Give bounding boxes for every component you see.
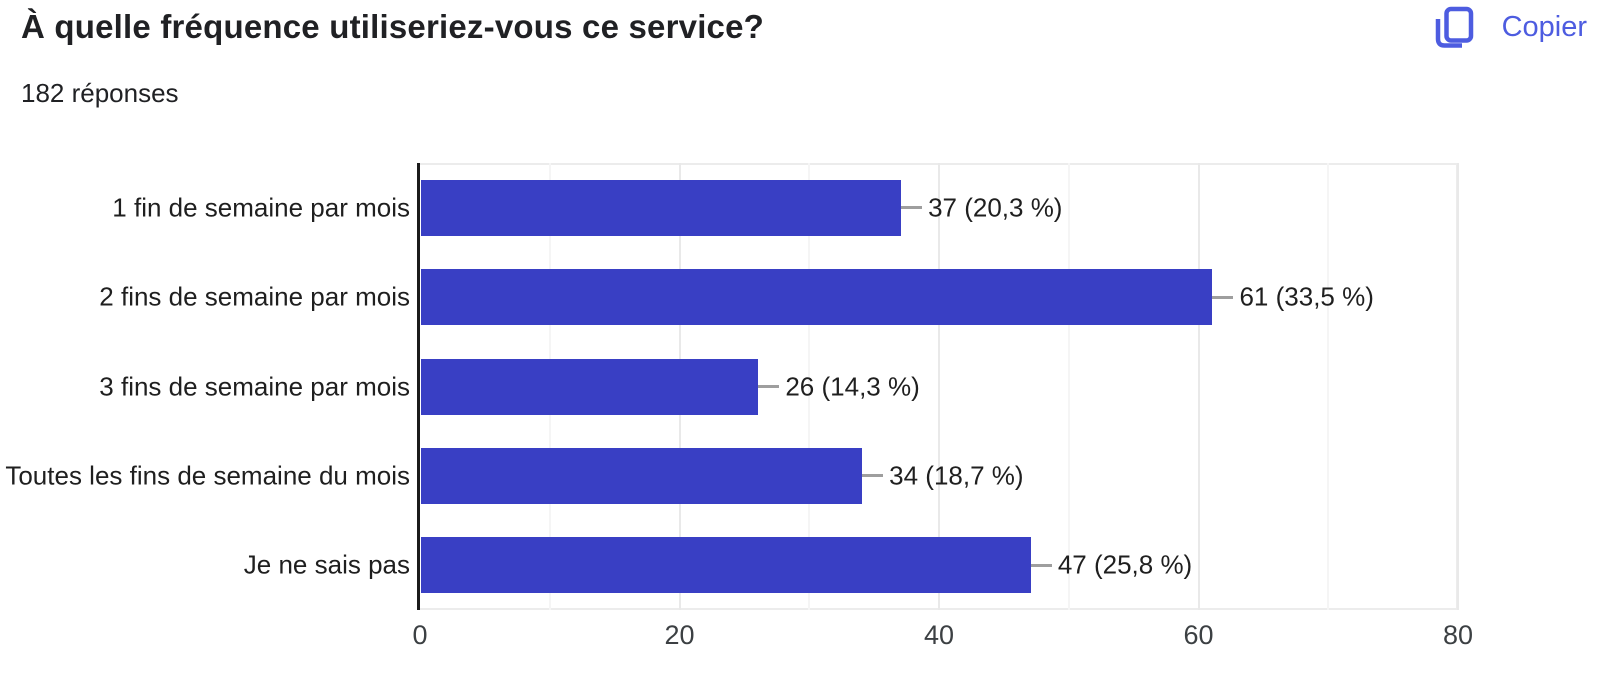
value-connector-line xyxy=(862,474,884,478)
value-connector-line xyxy=(758,385,780,388)
x-tick-label: 40 xyxy=(923,620,955,650)
value-connector-line xyxy=(1030,563,1052,567)
category-label: Toutes les fins de semaine du mois xyxy=(5,460,410,491)
bar-value-label: 26 (14,3 %) xyxy=(785,371,920,401)
bar[interactable] xyxy=(421,269,1213,326)
bar-value-label: 61 (33,5 %) xyxy=(1239,281,1374,312)
copy-button[interactable]: Copier xyxy=(1433,6,1587,49)
gridline xyxy=(1197,163,1200,610)
bar[interactable] xyxy=(421,358,759,415)
copy-icon xyxy=(1435,6,1473,48)
category-label: 2 fins de semaine par mois xyxy=(99,281,410,312)
x-tick-label: 0 xyxy=(412,620,428,650)
gridline xyxy=(1067,163,1070,610)
category-label: 1 fin de semaine par mois xyxy=(112,192,410,223)
gridline xyxy=(1327,163,1330,610)
category-label: 3 fins de semaine par mois xyxy=(99,371,410,401)
bar-value-label: 47 (25,8 %) xyxy=(1057,549,1193,580)
y-axis-line xyxy=(417,163,420,610)
bar[interactable] xyxy=(421,179,902,236)
category-label: Je ne sais pas xyxy=(243,549,410,580)
bar[interactable] xyxy=(421,447,863,504)
responses-count: 182 réponses xyxy=(21,78,179,108)
bar-value-label: 34 (18,7 %) xyxy=(889,460,1024,491)
bar[interactable] xyxy=(421,537,1031,594)
value-connector-line xyxy=(1212,295,1234,299)
page-title: À quelle fréquence utiliseriez-vous ce s… xyxy=(21,8,765,45)
gridline xyxy=(938,163,940,610)
x-tick-label: 80 xyxy=(1442,620,1474,650)
value-connector-line xyxy=(901,206,923,210)
copy-button-label: Copier xyxy=(1501,11,1587,43)
x-tick-label: 20 xyxy=(664,620,695,650)
bar-value-label: 37 (20,3 %) xyxy=(928,192,1063,223)
x-tick-label: 60 xyxy=(1183,620,1214,650)
gridline xyxy=(1457,163,1459,610)
gridline xyxy=(808,163,811,610)
